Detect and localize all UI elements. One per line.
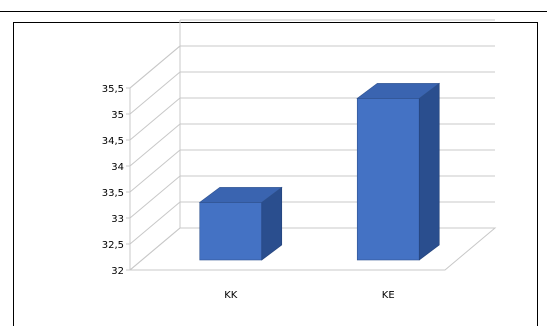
y-tick-label: 32,5	[102, 240, 124, 251]
chart-walls	[128, 44, 497, 271]
y-tick-label: 34,5	[102, 136, 124, 147]
bar-ke-side	[418, 82, 440, 261]
bar-ke-front	[356, 98, 420, 261]
bar-kk-top	[198, 187, 283, 203]
y-tick-label: 34	[111, 162, 124, 173]
bar-kk-front	[199, 202, 263, 261]
bar-ke-top	[356, 83, 441, 99]
y-tick-label: 32	[111, 266, 124, 277]
chart-bars	[198, 82, 441, 261]
y-tick-label: 35,5	[102, 84, 124, 95]
y-tick-label: 35	[111, 110, 124, 121]
y-tick-label: 33	[111, 214, 124, 225]
chart-y-ticks: 32 32,5 33 33,5 34 34,5 35 35,5	[102, 84, 130, 277]
x-tick-label: KE	[382, 290, 395, 301]
x-tick-label: KK	[224, 290, 238, 301]
gridline	[129, 71, 495, 115]
y-tick-label: 33,5	[102, 188, 124, 199]
floor	[128, 227, 497, 271]
page-top-rule	[0, 0, 547, 12]
chart-x-ticks: KK KE	[224, 290, 395, 301]
side-wall-edge	[129, 44, 181, 228]
